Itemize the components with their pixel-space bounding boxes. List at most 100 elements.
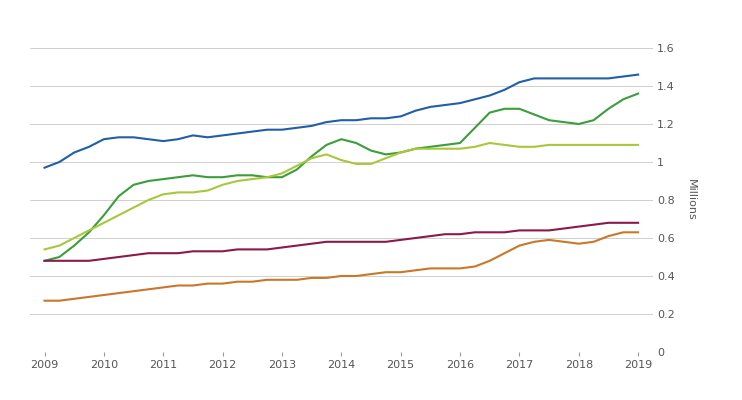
UK(b) xyxy=(292,243,301,248)
China xyxy=(396,270,405,274)
USA xyxy=(85,228,93,233)
UK(b) xyxy=(85,258,93,263)
China xyxy=(441,266,450,271)
USA xyxy=(129,205,138,210)
New Zealand xyxy=(426,104,435,109)
Indonesia xyxy=(426,144,435,149)
New Zealand xyxy=(604,76,613,81)
New Zealand xyxy=(322,120,331,124)
Indonesia xyxy=(174,175,183,180)
China xyxy=(129,289,138,294)
China xyxy=(381,270,390,274)
China xyxy=(411,268,420,273)
USA xyxy=(411,146,420,151)
New Zealand xyxy=(500,88,509,92)
USA xyxy=(337,158,346,162)
UK(b) xyxy=(70,258,79,263)
UK(b) xyxy=(188,249,197,254)
USA xyxy=(589,142,598,147)
Indonesia xyxy=(337,137,346,142)
UK(b) xyxy=(515,228,524,233)
China xyxy=(278,278,286,282)
UK(b) xyxy=(396,238,405,242)
China xyxy=(114,291,123,296)
New Zealand xyxy=(159,139,168,144)
USA xyxy=(114,213,123,218)
UK(b) xyxy=(470,230,479,235)
New Zealand xyxy=(85,144,93,149)
USA xyxy=(441,146,450,151)
UK(b) xyxy=(530,228,539,233)
UK(b) xyxy=(218,249,227,254)
New Zealand xyxy=(188,133,197,138)
USA xyxy=(485,141,494,146)
UK(b) xyxy=(263,247,272,252)
UK(b) xyxy=(233,247,242,252)
New Zealand xyxy=(545,76,554,81)
USA xyxy=(500,142,509,147)
New Zealand xyxy=(174,137,183,142)
USA xyxy=(307,156,316,160)
New Zealand xyxy=(337,118,346,123)
UK(b) xyxy=(545,228,554,233)
China xyxy=(263,278,272,282)
China xyxy=(426,266,435,271)
USA xyxy=(367,162,375,166)
Indonesia xyxy=(604,106,613,111)
China xyxy=(470,264,479,269)
China xyxy=(352,274,361,278)
UK(b) xyxy=(129,253,138,258)
China xyxy=(174,283,183,288)
UK(b) xyxy=(574,224,583,229)
New Zealand xyxy=(248,129,257,134)
UK(b) xyxy=(634,220,643,225)
UK(b) xyxy=(203,249,212,254)
New Zealand xyxy=(515,80,524,84)
USA xyxy=(188,190,197,195)
UK(b) xyxy=(307,241,316,246)
UK(b) xyxy=(114,255,123,260)
New Zealand xyxy=(40,165,49,170)
USA xyxy=(604,142,613,147)
USA xyxy=(99,220,108,225)
UK(b) xyxy=(381,239,390,244)
China xyxy=(589,239,598,244)
China xyxy=(619,230,628,235)
Indonesia xyxy=(530,112,539,117)
New Zealand xyxy=(485,93,494,98)
Indonesia xyxy=(515,106,524,111)
UK(b) xyxy=(55,258,64,263)
Indonesia xyxy=(99,213,108,218)
Indonesia xyxy=(456,141,464,146)
USA xyxy=(144,198,153,202)
USA xyxy=(619,142,628,147)
USA xyxy=(396,150,405,155)
Indonesia xyxy=(40,258,49,263)
China xyxy=(604,234,613,238)
China xyxy=(574,241,583,246)
Indonesia xyxy=(307,154,316,159)
China xyxy=(307,276,316,280)
Indonesia xyxy=(559,120,568,124)
China xyxy=(218,281,227,286)
New Zealand xyxy=(70,150,79,155)
China xyxy=(85,294,93,299)
New Zealand xyxy=(381,116,390,121)
USA xyxy=(470,144,479,149)
UK(b) xyxy=(604,220,613,225)
UK(b) xyxy=(278,245,286,250)
China xyxy=(515,243,524,248)
UK(b) xyxy=(411,236,420,240)
USA xyxy=(174,190,183,195)
Indonesia xyxy=(129,182,138,187)
China xyxy=(367,272,375,276)
China xyxy=(634,230,643,235)
Indonesia xyxy=(574,122,583,126)
UK(b) xyxy=(456,232,464,236)
Indonesia xyxy=(159,177,168,182)
Indonesia xyxy=(352,141,361,146)
UK(b) xyxy=(352,239,361,244)
New Zealand xyxy=(367,116,375,121)
China xyxy=(144,287,153,292)
China xyxy=(456,266,464,271)
